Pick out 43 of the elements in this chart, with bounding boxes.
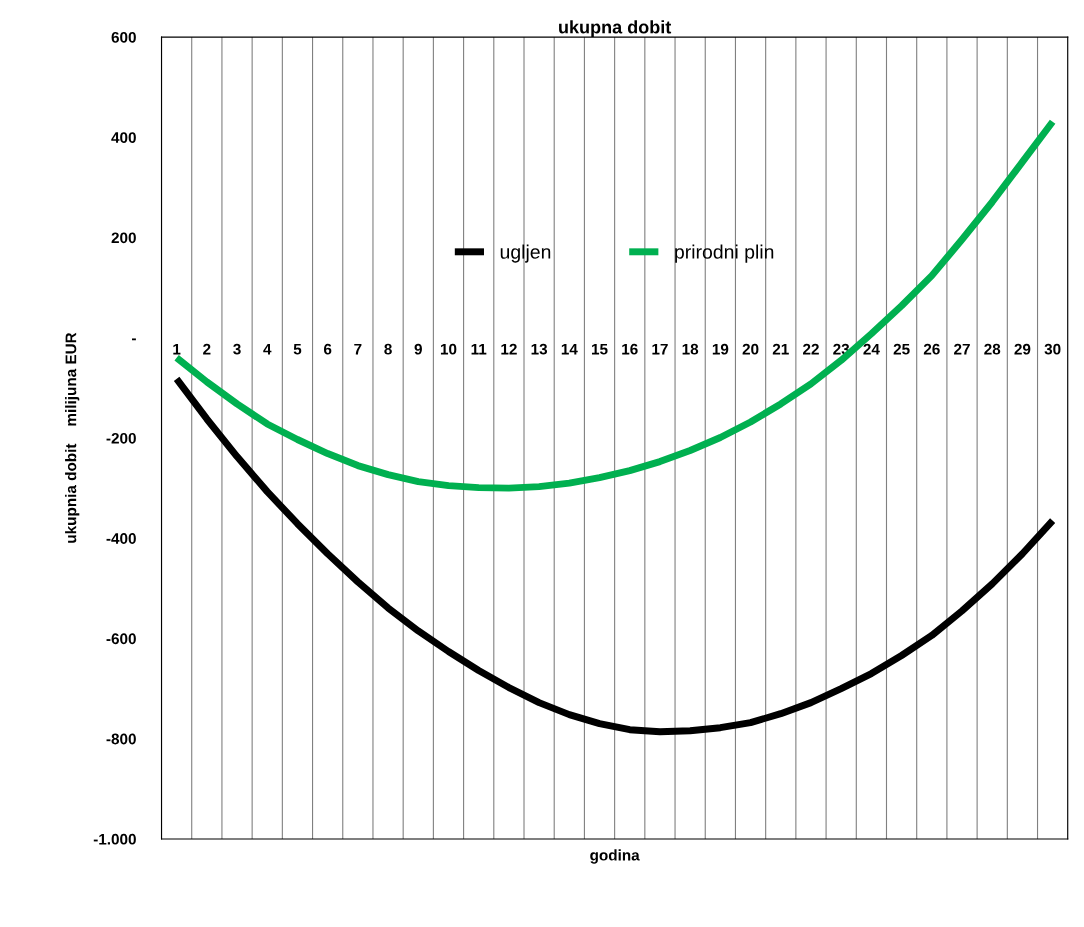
x-tick-label: 15 [591, 343, 608, 355]
x-tick-label: 10 [440, 343, 457, 355]
y-tick-label: -200 [106, 432, 136, 444]
x-tick-label: 6 [323, 343, 332, 355]
x-tick-label: 4 [263, 343, 272, 355]
x-tick-label: 25 [893, 343, 910, 355]
y-tick-label: 400 [111, 132, 136, 143]
legend-label: prirodni plin [675, 244, 774, 263]
x-tick-label: 5 [293, 343, 302, 355]
y-tick-label: 600 [111, 31, 136, 43]
x-tick-label: 1 [173, 343, 181, 355]
x-tick-label: 21 [772, 343, 789, 355]
x-tick-label: 3 [233, 343, 241, 355]
x-tick-label: 27 [954, 343, 970, 355]
x-tick-label: 11 [471, 343, 487, 355]
x-tick-label: 8 [384, 343, 392, 355]
y-tick-label: -400 [106, 533, 136, 544]
y-tick-label: 200 [111, 232, 136, 244]
x-tick-label: 12 [501, 343, 517, 355]
x-tick-label: 17 [652, 343, 668, 355]
x-tick-label: 30 [1044, 343, 1061, 355]
x-tick-label: 14 [561, 343, 578, 355]
x-tick-label: 24 [863, 343, 880, 355]
x-axis-title: godina [590, 849, 640, 864]
y-tick-label: -600 [106, 633, 136, 645]
x-tick-label: 9 [414, 343, 422, 355]
x-tick-label: 29 [1014, 343, 1031, 355]
y-tick-label: -1.000 [93, 833, 136, 845]
x-tick-label: 26 [923, 343, 940, 355]
x-tick-label: 22 [803, 343, 819, 355]
x-tick-label: 20 [742, 343, 759, 355]
x-tick-label: 7 [354, 343, 362, 355]
legend-label: ugljen [500, 244, 551, 263]
x-tick-label: 13 [531, 343, 548, 355]
x-tick-label: 28 [984, 343, 1001, 355]
x-tick-label: 18 [682, 343, 699, 355]
y-tick-label: -800 [106, 733, 136, 745]
x-tick-label: 16 [622, 343, 638, 355]
x-tick-label: 19 [712, 343, 729, 355]
x-tick-label: 2 [203, 343, 211, 355]
y-axis-title: ukupnia dobit milijuna EUR [65, 332, 80, 543]
y-tick-label: - [132, 338, 136, 341]
chart-title: ukupna dobit [559, 20, 672, 38]
